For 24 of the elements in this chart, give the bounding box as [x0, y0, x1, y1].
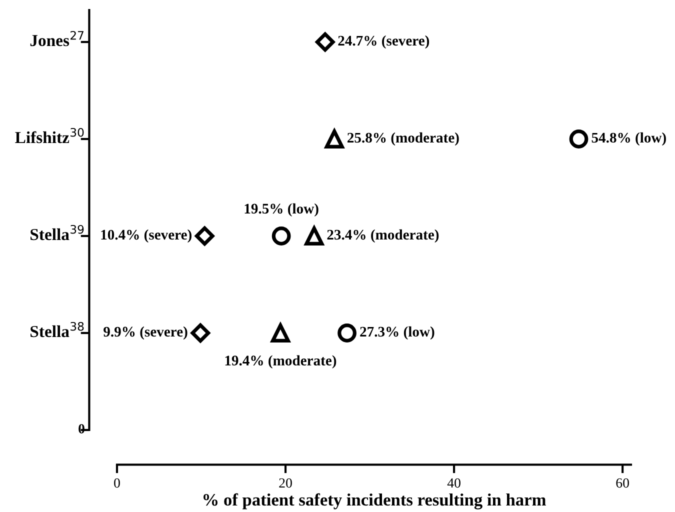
data-label: 19.4% (moderate)	[225, 355, 336, 368]
y-tick-label: Stella$^{39}$	[30, 224, 84, 240]
x-tick-label: 40	[447, 478, 460, 488]
point	[338, 324, 356, 342]
point	[272, 226, 291, 246]
data-label: 19.5% (low)	[244, 203, 318, 217]
x-tick-label: 60	[616, 478, 629, 488]
data-label: 10.4% (severe)	[101, 229, 192, 243]
data-label: 25.8% (moderate)	[348, 132, 459, 146]
y-tick-label: Lifshitz$^{30}$	[15, 128, 84, 144]
point	[194, 226, 214, 246]
data-label: 54.8% (low)	[592, 132, 666, 146]
x-axis-title: % of patient safety incidents resulting in harm	[204, 493, 546, 510]
data-label: 24.7% (severe)	[338, 35, 430, 49]
y-tick-label: Jones$^{27}$	[30, 30, 84, 46]
point	[315, 32, 335, 52]
data-label: 27.3% (low)	[360, 326, 434, 340]
data-label: 23.4% (moderate)	[327, 229, 439, 243]
y-tick-label: Stella$^{38}$	[30, 322, 84, 338]
data-label: 9.9% (severe)	[104, 326, 188, 340]
x-tick-label: 0	[114, 478, 120, 488]
point	[190, 323, 210, 343]
point	[569, 130, 588, 148]
x-tick-label: 20	[279, 478, 292, 488]
